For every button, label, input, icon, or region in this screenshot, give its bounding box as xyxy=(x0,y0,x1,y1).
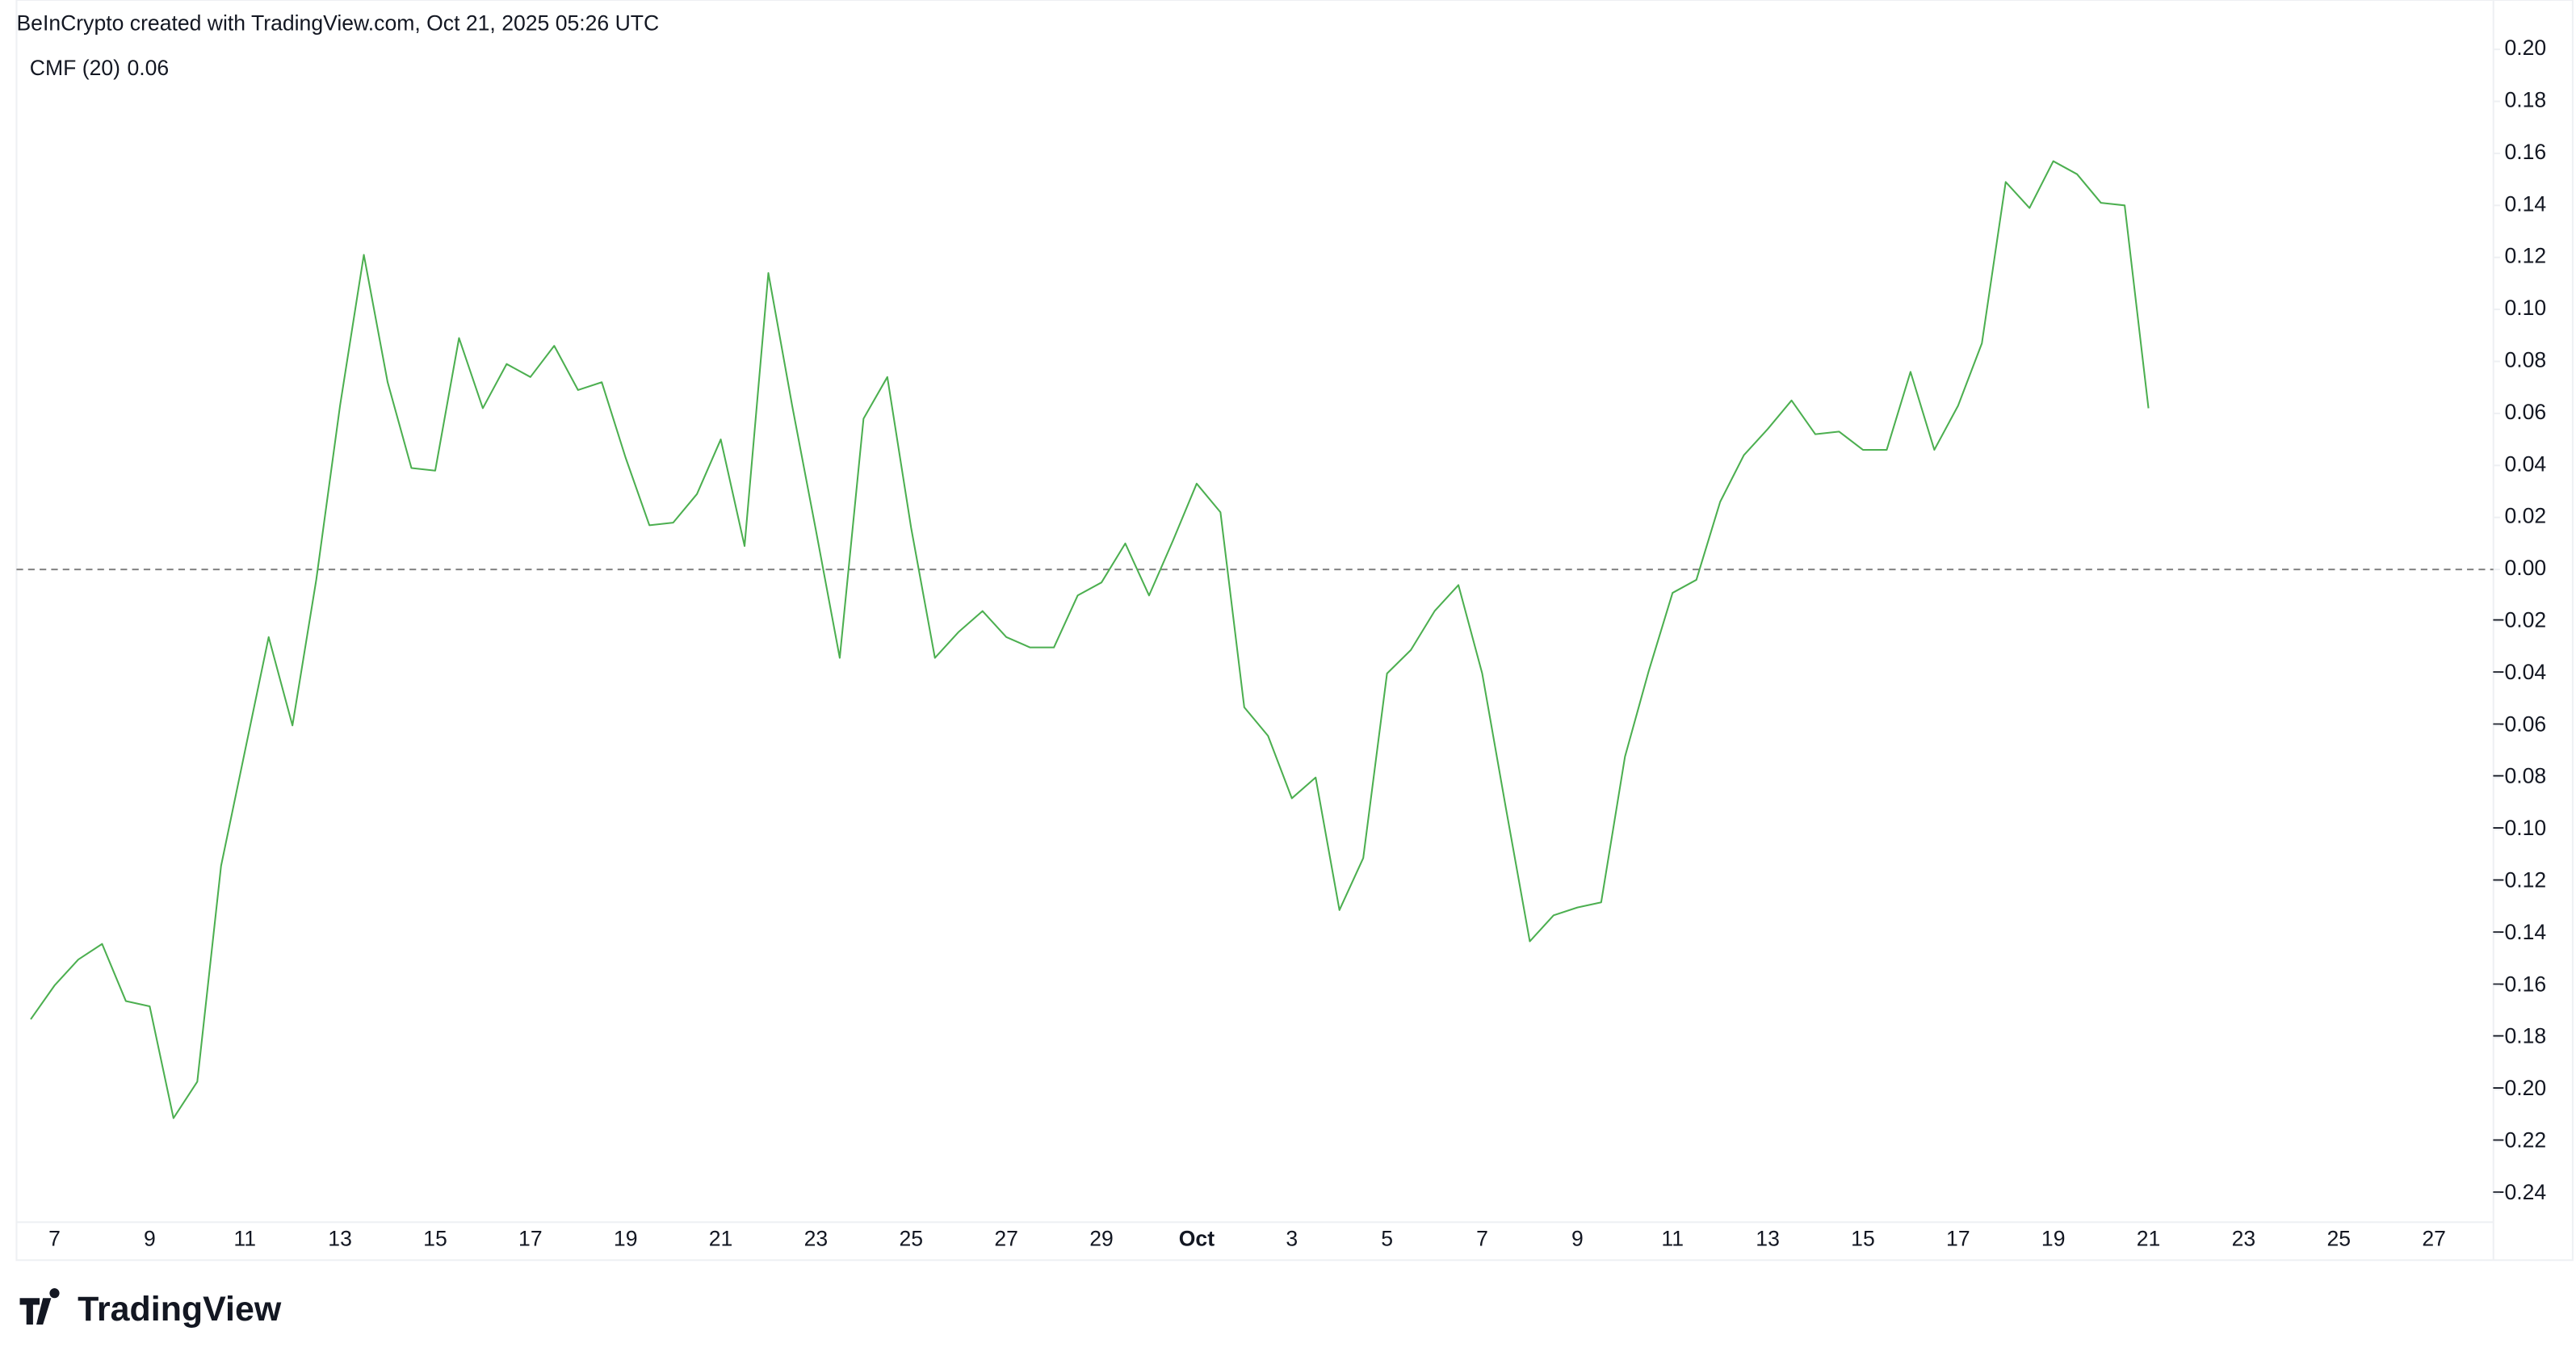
x-tick-label: 21 xyxy=(709,1227,733,1251)
y-tick-label: 0.00 xyxy=(2504,556,2546,580)
x-tick-label: 3 xyxy=(1286,1227,1298,1251)
x-tick-label: 19 xyxy=(614,1227,638,1251)
x-tick-label: Oct xyxy=(1179,1227,1215,1251)
y-tick-label: 0.14 xyxy=(2504,191,2546,216)
y-tick-label: 0.06 xyxy=(2504,400,2546,424)
x-tick-label: 27 xyxy=(994,1227,1018,1251)
legend-value: 0.06 xyxy=(127,56,169,80)
y-tick-label: 0.20 xyxy=(2504,36,2546,60)
y-tick-label: 0.12 xyxy=(2504,244,2546,268)
y-tick-label: −0.08 xyxy=(2492,764,2546,788)
y-tick-label: −0.20 xyxy=(2492,1076,2546,1100)
y-tick-label: 0.18 xyxy=(2504,88,2546,112)
y-tick-label: −0.14 xyxy=(2492,920,2546,944)
x-tick-label: 23 xyxy=(2232,1227,2256,1251)
x-tick-label: 25 xyxy=(2327,1227,2352,1251)
x-tick-label: 15 xyxy=(423,1227,447,1251)
x-tick-label: 25 xyxy=(900,1227,924,1251)
chart-frame xyxy=(15,0,2574,1262)
x-tick-label: 5 xyxy=(1381,1227,1393,1251)
y-tick-label: −0.02 xyxy=(2492,607,2546,632)
x-tick-label: 21 xyxy=(2137,1227,2161,1251)
x-tick-label: 15 xyxy=(1851,1227,1875,1251)
y-tick-label: −0.04 xyxy=(2492,660,2546,684)
x-tick-label: 19 xyxy=(2041,1227,2066,1251)
y-tick-label: −0.10 xyxy=(2492,816,2546,840)
y-tick-label: 0.02 xyxy=(2504,504,2546,528)
y-tick-label: −0.18 xyxy=(2492,1024,2546,1048)
x-tick-label: 17 xyxy=(1946,1227,1970,1251)
x-tick-label: 11 xyxy=(1661,1227,1684,1251)
x-tick-label: 13 xyxy=(1756,1227,1780,1251)
x-tick-label: 9 xyxy=(144,1227,156,1251)
x-tick-label: 29 xyxy=(1089,1227,1114,1251)
y-tick-label: −0.12 xyxy=(2492,867,2546,892)
x-tick-label: 11 xyxy=(233,1227,256,1251)
y-tick-label: 0.08 xyxy=(2504,348,2546,372)
y-tick-label: 0.04 xyxy=(2504,451,2546,476)
logo-icon xyxy=(19,1288,60,1325)
y-tick-label: −0.24 xyxy=(2492,1180,2546,1204)
logo: TradingView xyxy=(19,1288,282,1329)
y-tick-label: 0.10 xyxy=(2504,296,2546,320)
x-tick-label: 23 xyxy=(804,1227,829,1251)
y-tick-label: 0.16 xyxy=(2504,140,2546,164)
data-line xyxy=(30,160,2150,1119)
y-tick-label: −0.22 xyxy=(2492,1127,2546,1152)
x-tick-label: 13 xyxy=(328,1227,352,1251)
y-tick-label: −0.06 xyxy=(2492,712,2546,736)
credit: BeInCrypto created with TradingView.com,… xyxy=(16,11,659,36)
x-tick-label: 7 xyxy=(1476,1227,1488,1251)
x-tick-label: 9 xyxy=(1571,1227,1584,1251)
x-tick-label: 27 xyxy=(2422,1227,2446,1251)
logo-text: TradingView xyxy=(78,1290,282,1329)
legend-name: CMF (20) xyxy=(30,56,120,80)
x-tick-label: 7 xyxy=(48,1227,61,1251)
y-tick-label: −0.16 xyxy=(2492,972,2546,996)
x-tick-label: 17 xyxy=(518,1227,543,1251)
